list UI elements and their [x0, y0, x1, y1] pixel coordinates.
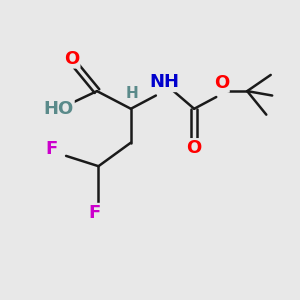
Text: O: O — [187, 139, 202, 157]
Text: F: F — [88, 204, 100, 222]
Text: F: F — [45, 140, 58, 158]
Text: H: H — [126, 86, 139, 101]
Text: NH: NH — [150, 73, 180, 91]
Text: O: O — [64, 50, 80, 68]
Text: HO: HO — [44, 100, 74, 118]
Text: O: O — [214, 74, 229, 92]
